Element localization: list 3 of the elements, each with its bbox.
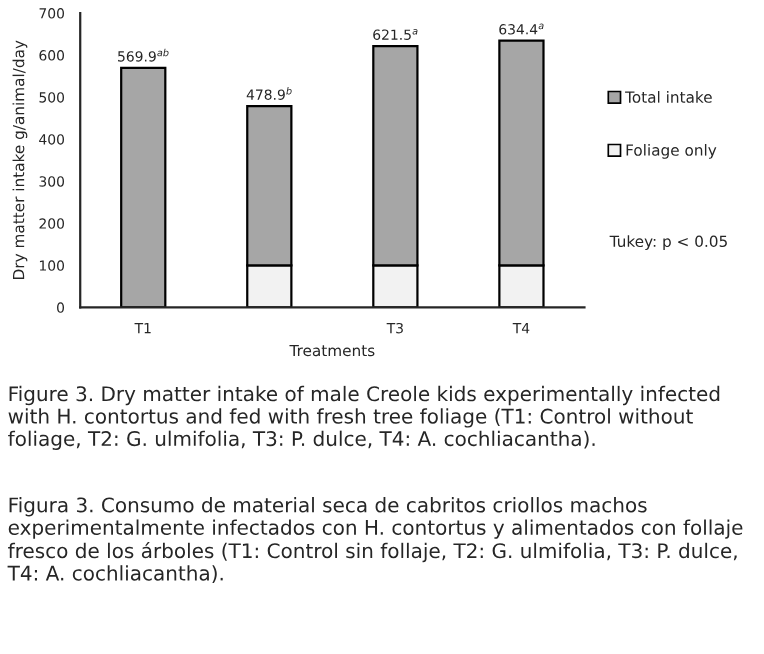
caption: Figure 3. Dry matter intake of male Creole kids experimentally infected with H. contortus and fed with fresh tree foliage (T1: Control without foliage, T2: G. ulmifolia, T3: P. dulce, T4: A. cochliacantha). bbox=[8, 385, 720, 451]
bar bbox=[120, 66, 167, 308]
text: Figura 3. Consumo de material seca de cabritos criollos machos experimentalmente infectados con H. contortus y alimentados con follaje fresco de los árboles (T1: Control sin follaje, T2: G. ulmifolia, T3: P. dulce, T4: A. cochliacantha). bbox=[7, 497, 743, 584]
